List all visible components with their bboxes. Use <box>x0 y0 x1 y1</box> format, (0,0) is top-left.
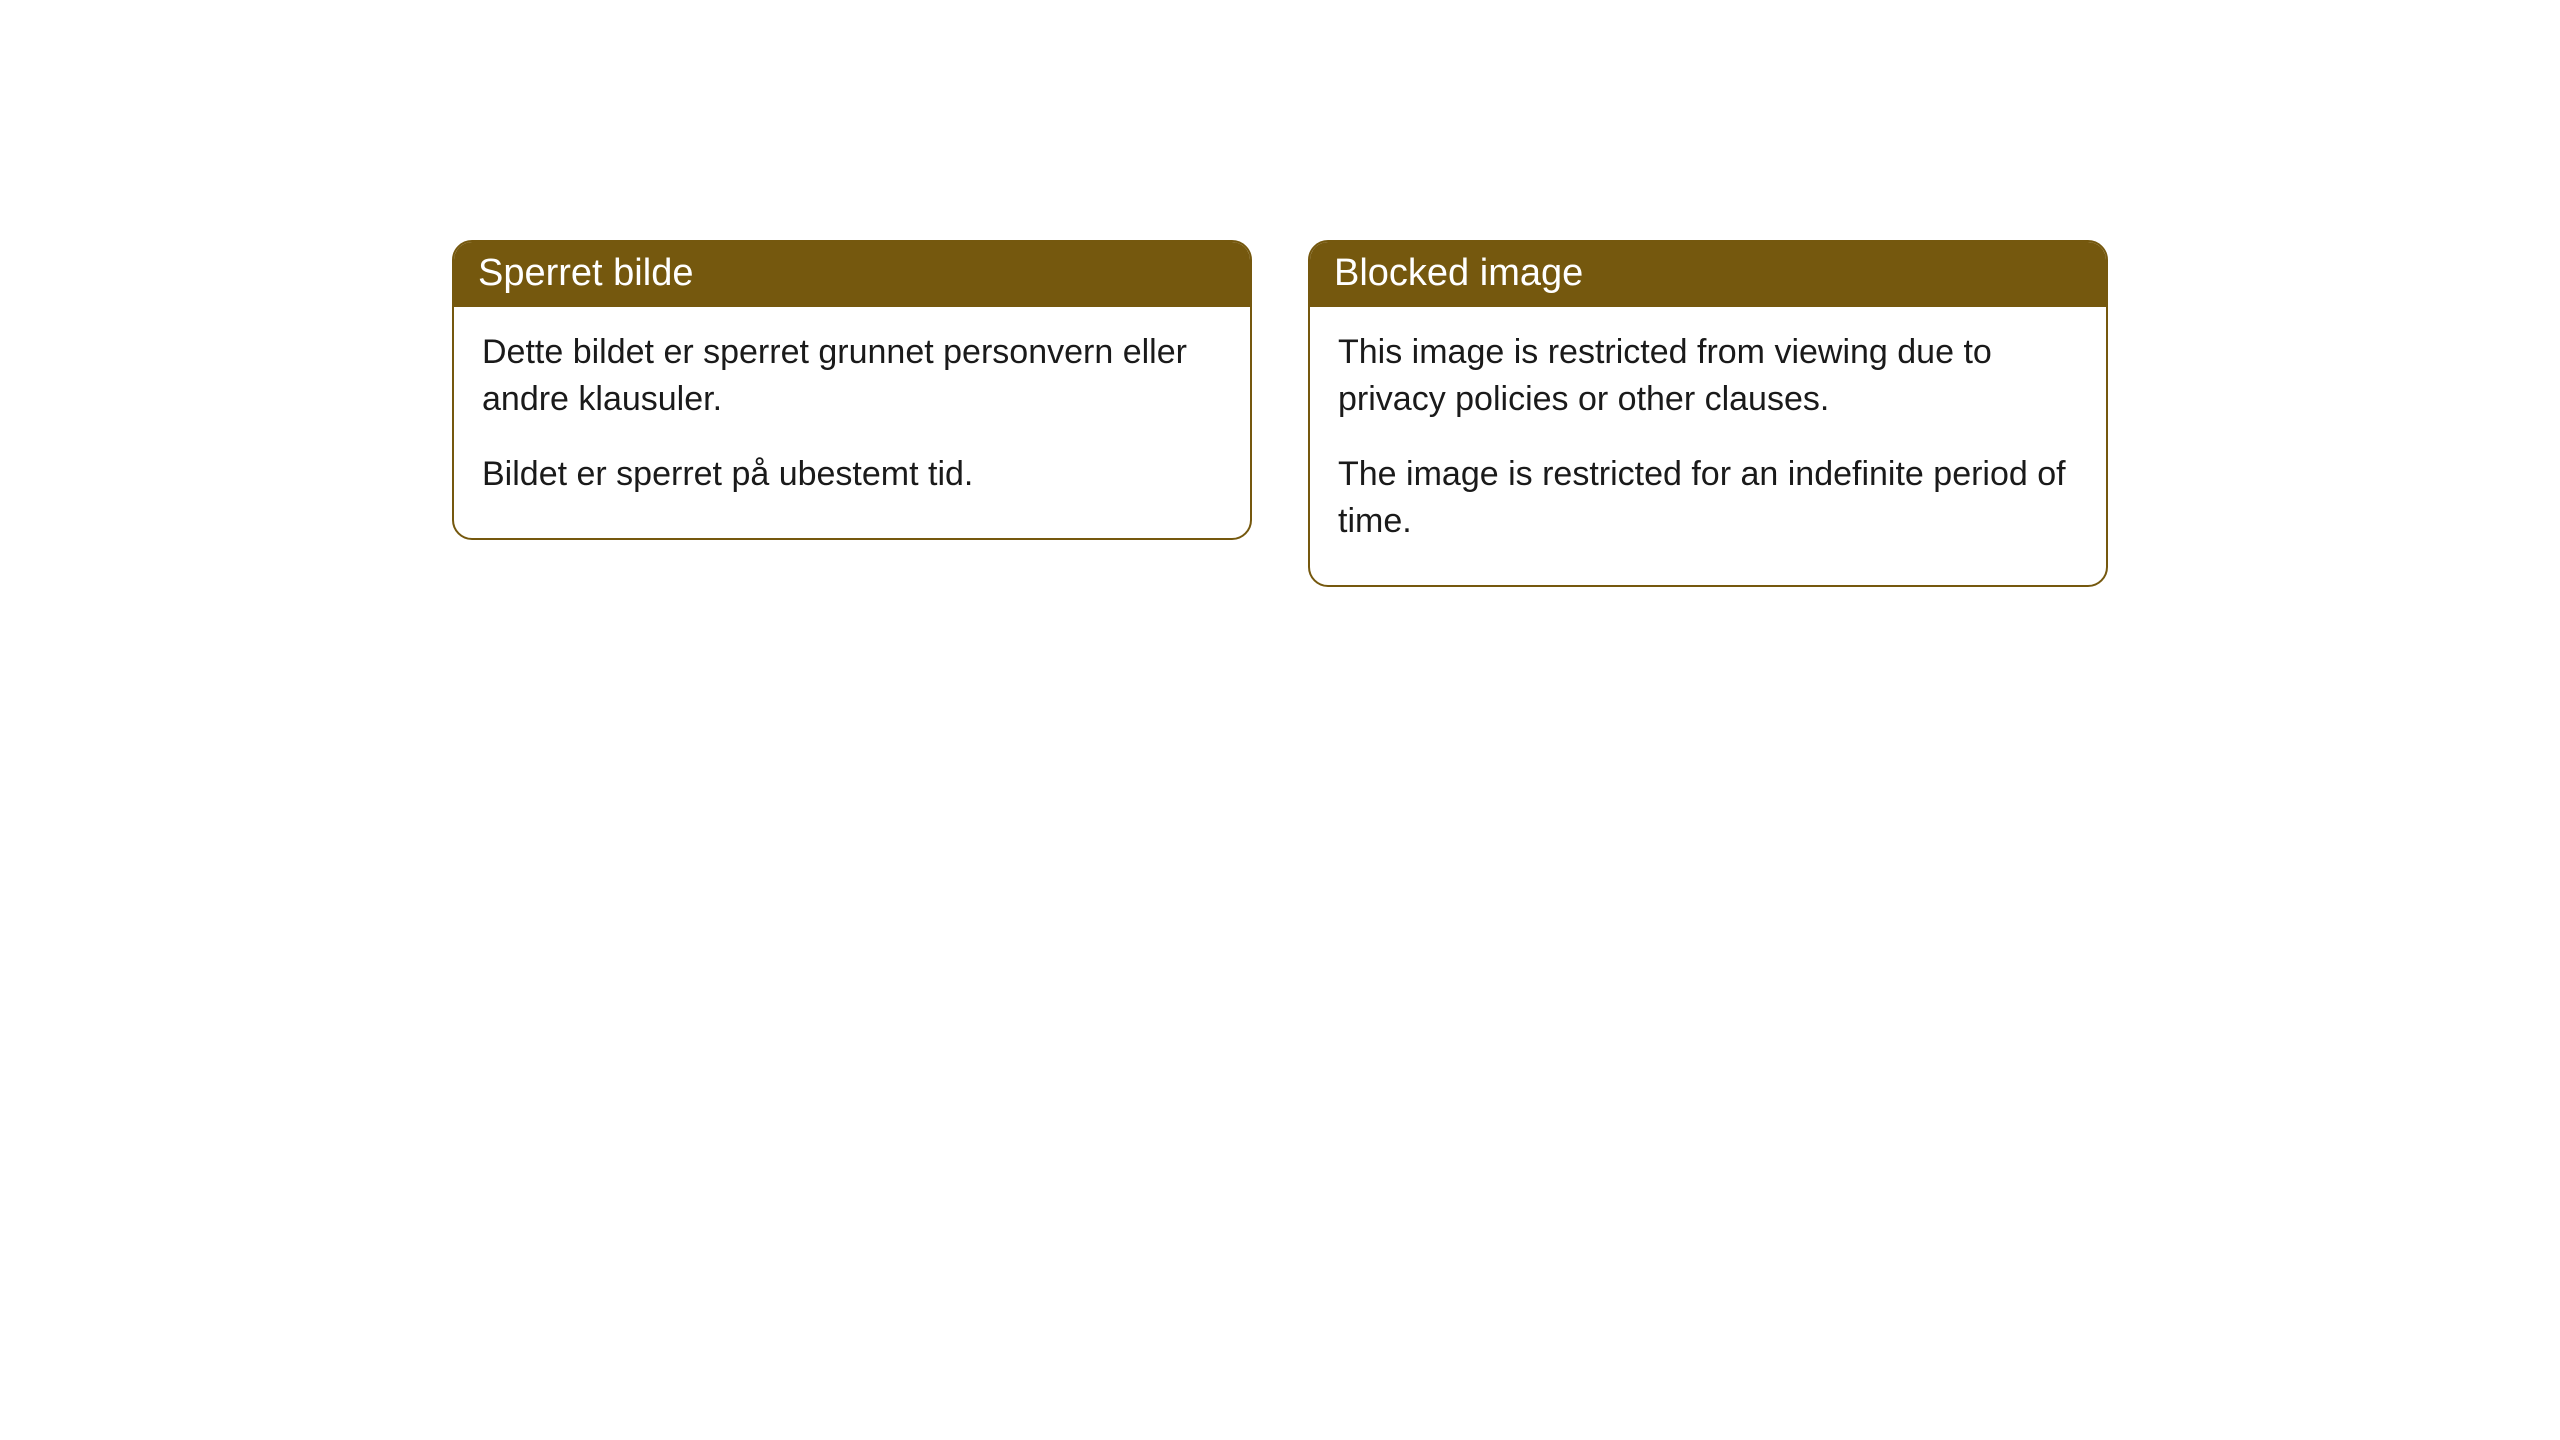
notice-container: Sperret bilde Dette bildet er sperret gr… <box>452 240 2108 1440</box>
card-body: Dette bildet er sperret grunnet personve… <box>454 307 1250 538</box>
card-header: Blocked image <box>1310 242 2106 307</box>
notice-text-primary: This image is restricted from viewing du… <box>1338 329 2078 423</box>
notice-card-english: Blocked image This image is restricted f… <box>1308 240 2108 587</box>
notice-text-primary: Dette bildet er sperret grunnet personve… <box>482 329 1222 423</box>
notice-text-secondary: The image is restricted for an indefinit… <box>1338 451 2078 545</box>
card-header: Sperret bilde <box>454 242 1250 307</box>
notice-card-norwegian: Sperret bilde Dette bildet er sperret gr… <box>452 240 1252 540</box>
notice-text-secondary: Bildet er sperret på ubestemt tid. <box>482 451 1222 498</box>
card-body: This image is restricted from viewing du… <box>1310 307 2106 585</box>
